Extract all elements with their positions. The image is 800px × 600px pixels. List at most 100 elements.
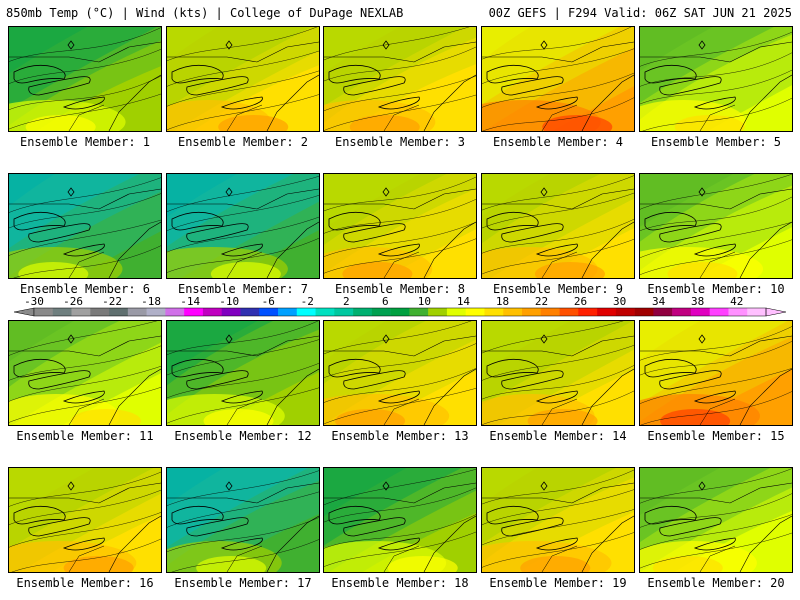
ensemble-map-panel xyxy=(481,26,635,132)
ensemble-member-label: Ensemble Member: 16 xyxy=(16,576,154,590)
colorbar-tick-label: 34 xyxy=(652,296,666,308)
colorbar-swatch xyxy=(90,308,110,316)
colorbar-swatch xyxy=(52,308,72,316)
height-contour xyxy=(482,97,634,131)
station-marker xyxy=(225,40,233,50)
ensemble-member-label: Ensemble Member: 6 xyxy=(19,282,151,296)
cold-air-shading xyxy=(324,468,462,546)
lake-outline xyxy=(328,505,381,525)
lake-outline xyxy=(171,64,224,84)
lake-outline xyxy=(62,243,105,257)
height-contour xyxy=(167,237,319,273)
height-contour xyxy=(324,387,476,425)
station-marker xyxy=(698,40,706,50)
coastline xyxy=(581,221,634,278)
colorbar-swatch xyxy=(259,308,279,316)
warm-air-shading xyxy=(520,556,591,572)
height-contour xyxy=(9,471,161,507)
colorbar-swatch xyxy=(747,308,767,316)
cold-air-shading xyxy=(640,174,734,227)
lake-outline xyxy=(659,76,722,96)
cold-air-shading xyxy=(640,174,755,242)
cold-air-shading xyxy=(640,321,792,422)
height-contour xyxy=(167,175,319,213)
colorbar-swatch xyxy=(127,308,147,316)
lake-outline xyxy=(486,211,539,231)
height-contour xyxy=(167,94,319,131)
colorbar-swatch xyxy=(446,308,466,316)
cold-air-shading xyxy=(9,27,161,126)
ensemble-map-panel xyxy=(481,467,635,573)
colorbar-tick-label: -2 xyxy=(301,296,314,308)
warm-air-shading xyxy=(335,409,406,425)
colorbar-tick-label: -10 xyxy=(219,296,239,308)
height-contour xyxy=(324,46,476,82)
cold-air-shading xyxy=(640,174,792,271)
height-contour xyxy=(324,27,470,61)
ensemble-member-label: Ensemble Member: 3 xyxy=(334,135,466,149)
lake-outline xyxy=(693,390,736,404)
cold-air-shading xyxy=(640,321,788,404)
cold-air-shading xyxy=(324,27,400,73)
border-line xyxy=(167,41,319,63)
warm-air-shading xyxy=(203,409,274,425)
lake-outline xyxy=(220,537,263,551)
colorbar-tick-label: -26 xyxy=(63,296,83,308)
temperature-map xyxy=(324,174,476,278)
ensemble-map-panel xyxy=(639,467,793,573)
height-contour xyxy=(640,196,792,232)
lake-outline xyxy=(659,370,722,390)
height-contour xyxy=(482,390,634,425)
cold-air-shading xyxy=(482,468,616,544)
border-line xyxy=(324,41,476,63)
height-contour xyxy=(640,368,792,404)
lake-outline xyxy=(659,223,722,243)
lake-outline xyxy=(693,96,736,110)
height-contour xyxy=(640,514,792,550)
ensemble-member-label: Ensemble Member: 15 xyxy=(647,429,785,443)
coastline xyxy=(108,515,161,572)
colorbar-swatch xyxy=(315,308,335,316)
border-line xyxy=(482,335,634,357)
height-contour xyxy=(482,489,634,526)
cold-air-shading xyxy=(324,27,465,106)
station-marker xyxy=(540,481,548,491)
temperature-map xyxy=(9,174,161,278)
height-contour xyxy=(324,487,476,523)
colorbar-tick-label: -18 xyxy=(141,296,161,308)
cold-air-shading xyxy=(482,321,570,372)
ensemble-map-panel xyxy=(8,26,162,132)
lake-outline xyxy=(535,537,578,551)
cold-air-shading xyxy=(640,321,700,360)
border-line xyxy=(541,398,578,425)
lake-outline xyxy=(13,64,66,84)
lake-outline xyxy=(62,96,105,110)
temperature-map xyxy=(482,174,634,278)
station-marker xyxy=(698,334,706,344)
colorbar-left-arrow xyxy=(13,307,35,317)
height-contour xyxy=(482,364,634,400)
warm-air-shading xyxy=(218,115,289,131)
temperature-map xyxy=(324,321,476,425)
cold-air-shading xyxy=(167,174,294,247)
lake-outline xyxy=(343,223,406,243)
height-contour xyxy=(324,176,476,212)
height-contour xyxy=(640,69,792,105)
ensemble-member-label: Ensemble Member: 12 xyxy=(174,429,312,443)
coastline xyxy=(423,368,476,425)
lake-outline xyxy=(501,76,564,96)
height-contour xyxy=(167,491,319,528)
colorbar-swatch xyxy=(634,308,654,316)
colorbar-swatch xyxy=(34,308,54,316)
ensemble-member-label: Ensemble Member: 10 xyxy=(647,282,785,296)
border-line xyxy=(167,482,319,504)
border-line xyxy=(324,335,476,357)
ensemble-member-label: Ensemble Member: 2 xyxy=(177,135,309,149)
cold-air-shading xyxy=(9,174,140,249)
lake-outline xyxy=(377,390,420,404)
coastline xyxy=(108,368,161,425)
border-line xyxy=(68,545,105,572)
border-line xyxy=(226,251,263,278)
height-contour xyxy=(324,531,476,567)
height-contour xyxy=(167,470,319,506)
